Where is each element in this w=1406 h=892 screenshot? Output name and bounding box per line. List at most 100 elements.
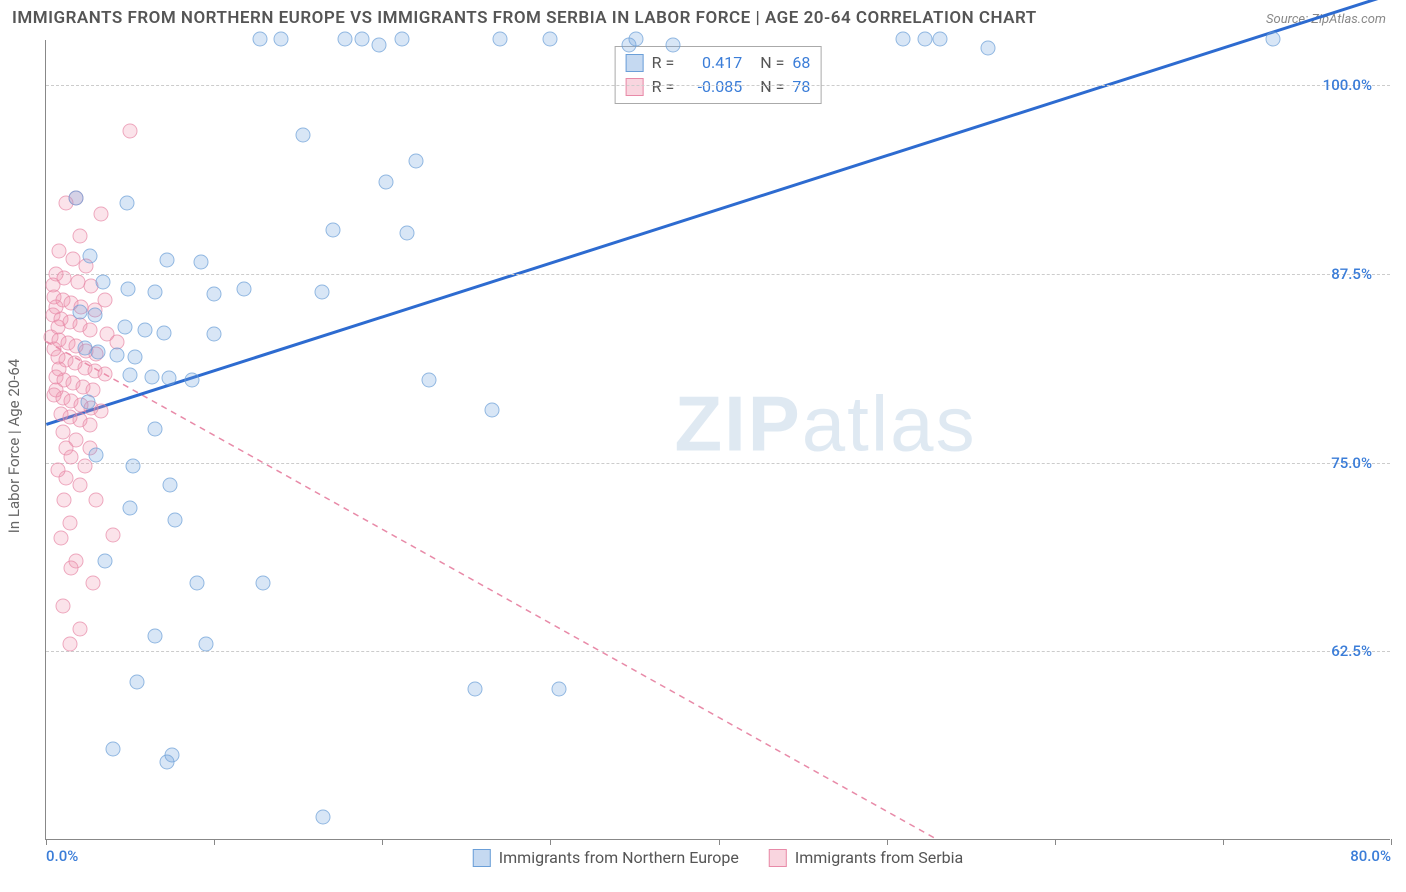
scatter-point-blue [69, 191, 84, 206]
scatter-point-blue [314, 285, 329, 300]
legend-label-pink: Immigrants from Serbia [795, 848, 963, 867]
scatter-point-blue [109, 348, 124, 363]
scatter-point-blue [119, 196, 134, 211]
x-tick-mark [887, 839, 888, 845]
scatter-point-blue [896, 31, 911, 46]
swatch-blue [626, 54, 644, 72]
scatter-point-blue [138, 322, 153, 337]
scatter-point-pink [94, 404, 109, 419]
scatter-point-blue [185, 372, 200, 387]
x-tick-mark [719, 839, 720, 845]
y-tick-label: 100.0% [1323, 76, 1372, 94]
scatter-point-blue [378, 174, 393, 189]
gridline-horizontal [46, 651, 1390, 652]
scatter-point-blue [96, 274, 111, 289]
scatter-point-pink [106, 528, 121, 543]
y-tick-label: 87.5% [1331, 265, 1372, 283]
legend-row-pink: R = -0.085 N = 78 [626, 75, 811, 99]
scatter-point-blue [252, 31, 267, 46]
swatch-blue [473, 849, 491, 867]
y-tick-label: 62.5% [1331, 642, 1372, 660]
scatter-point-blue [338, 31, 353, 46]
correlation-legend: R = 0.417 N = 68 R = -0.085 N = 78 [615, 46, 822, 104]
scatter-point-pink [97, 292, 112, 307]
scatter-point-pink [72, 229, 87, 244]
scatter-point-blue [237, 282, 252, 297]
r-label: R = [652, 51, 675, 75]
scatter-point-blue [118, 319, 133, 334]
legend-row-blue: R = 0.417 N = 68 [626, 51, 811, 75]
scatter-point-pink [49, 383, 64, 398]
x-tick-mark [1391, 839, 1392, 845]
scatter-point-blue [82, 248, 97, 263]
scatter-point-blue [121, 282, 136, 297]
r-value-blue: 0.417 [682, 51, 742, 75]
scatter-point-pink [62, 636, 77, 651]
scatter-point-pink [59, 440, 74, 455]
scatter-point-blue [123, 500, 138, 515]
scatter-point-pink [45, 277, 60, 292]
scatter-point-blue [207, 327, 222, 342]
scatter-point-blue [207, 286, 222, 301]
legend-item-pink: Immigrants from Serbia [769, 848, 963, 867]
gridline-horizontal [46, 463, 1390, 464]
scatter-point-blue [168, 513, 183, 528]
scatter-point-blue [81, 395, 96, 410]
n-value-pink: 78 [792, 75, 810, 99]
x-tick-mark [1223, 839, 1224, 845]
scatter-point-blue [980, 40, 995, 55]
scatter-point-pink [64, 561, 79, 576]
scatter-point-blue [128, 349, 143, 364]
y-axis-label: In Labor Force | Age 20-64 [5, 359, 23, 533]
scatter-point-blue [106, 742, 121, 757]
scatter-point-pink [62, 516, 77, 531]
scatter-point-blue [467, 682, 482, 697]
swatch-pink [626, 78, 644, 96]
scatter-point-blue [72, 304, 87, 319]
scatter-point-blue [148, 285, 163, 300]
scatter-point-blue [91, 345, 106, 360]
trendlines-layer [46, 40, 1390, 839]
scatter-point-pink [50, 463, 65, 478]
scatter-point-blue [918, 31, 933, 46]
scatter-point-pink [55, 599, 70, 614]
x-tick-mark [1055, 839, 1056, 845]
scatter-point-pink [82, 322, 97, 337]
x-tick-mark [46, 839, 47, 845]
scatter-point-blue [198, 636, 213, 651]
scatter-point-blue [89, 448, 104, 463]
scatter-point-blue [666, 37, 681, 52]
x-tick-label-min: 0.0% [46, 847, 78, 865]
scatter-point-blue [296, 128, 311, 143]
n-label: N = [760, 75, 784, 99]
r-value-pink: -0.085 [682, 75, 742, 99]
scatter-point-pink [72, 621, 87, 636]
scatter-point-pink [54, 531, 69, 546]
scatter-point-blue [492, 31, 507, 46]
scatter-point-blue [161, 371, 176, 386]
scatter-point-blue [190, 576, 205, 591]
scatter-point-pink [50, 319, 65, 334]
n-label: N = [760, 51, 784, 75]
scatter-point-pink [82, 417, 97, 432]
watermark: ZIPatlas [674, 378, 976, 469]
scatter-point-pink [123, 123, 138, 138]
scatter-point-blue [326, 223, 341, 238]
scatter-plot-area: ZIPatlas R = 0.417 N = 68 R = -0.085 N =… [45, 40, 1390, 840]
scatter-point-pink [94, 206, 109, 221]
scatter-point-blue [148, 422, 163, 437]
legend-item-blue: Immigrants from Northern Europe [473, 848, 739, 867]
y-tick-label: 75.0% [1331, 454, 1372, 472]
gridline-horizontal [46, 274, 1390, 275]
scatter-point-blue [551, 682, 566, 697]
scatter-point-pink [47, 342, 62, 357]
x-tick-mark [382, 839, 383, 845]
scatter-point-blue [395, 31, 410, 46]
scatter-point-blue [156, 325, 171, 340]
scatter-point-blue [408, 153, 423, 168]
scatter-point-pink [54, 407, 69, 422]
x-tick-mark [214, 839, 215, 845]
scatter-point-blue [316, 810, 331, 825]
scatter-point-blue [87, 307, 102, 322]
scatter-point-blue [148, 629, 163, 644]
